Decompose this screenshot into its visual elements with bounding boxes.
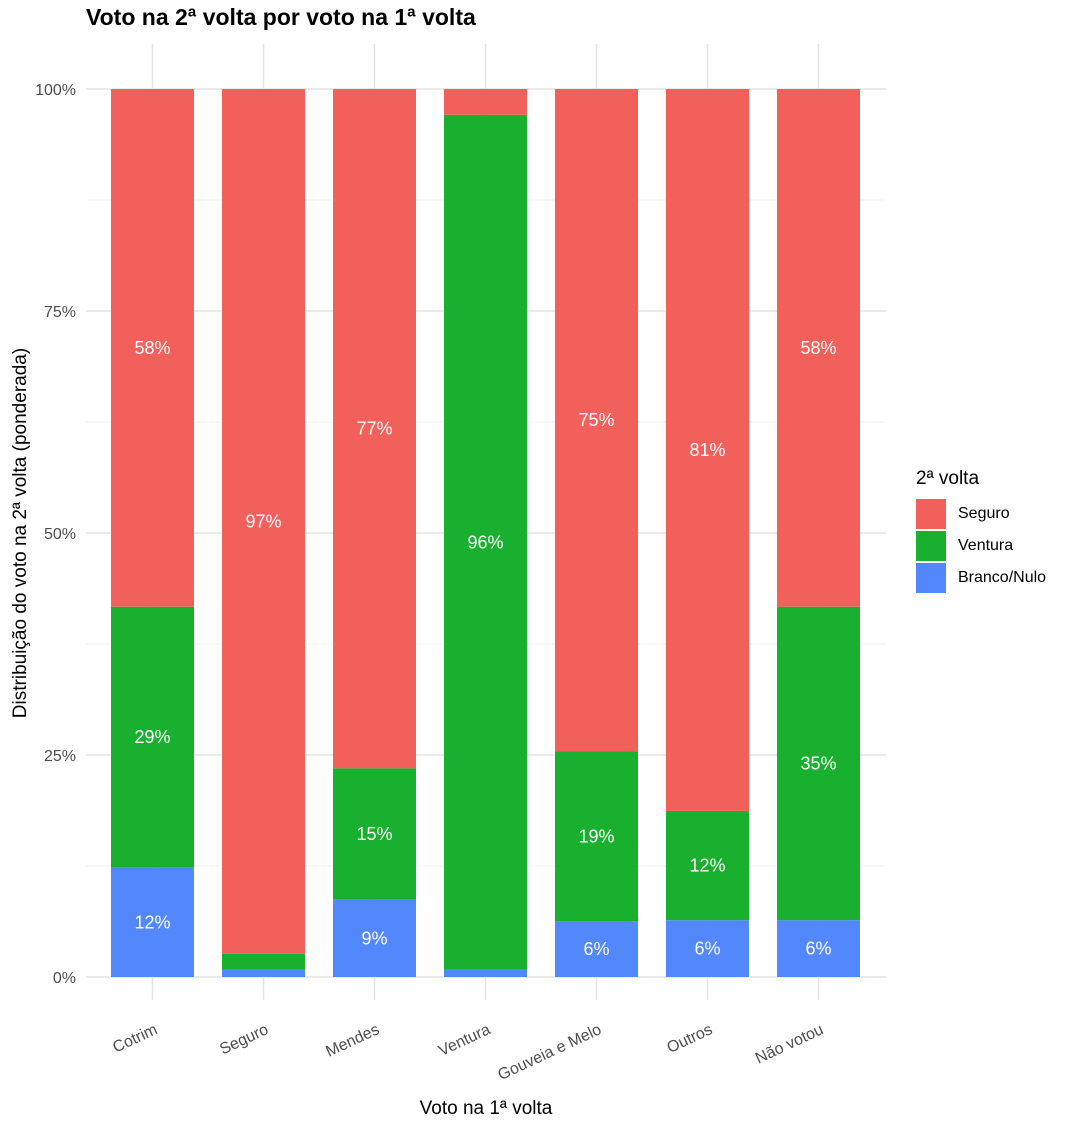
data-label: 19% — [578, 826, 614, 846]
x-tick-label: Outros — [664, 1021, 715, 1057]
bar-branco-nulo — [111, 867, 194, 977]
chart-title: Voto na 2ª volta por voto na 1ª volta — [86, 4, 476, 30]
legend: 2ª volta Seguro Ventura Branco/Nulo — [916, 468, 1046, 594]
data-label: 9% — [361, 928, 387, 948]
bar-ventura — [111, 606, 194, 868]
bar-ventura — [777, 606, 860, 921]
x-tick-label: Não votou — [753, 1021, 826, 1067]
data-labels: 12% 29% 58% 97% 9% 15% 77% 96% 6% 19% 75% 6% 12% 81% 6… — [134, 338, 836, 959]
bar-seguro — [555, 89, 638, 752]
data-label: 35% — [800, 753, 836, 773]
bar-seguro — [666, 89, 749, 811]
bar-branco-nulo — [666, 920, 749, 977]
legend-item-ventura: Ventura — [916, 530, 1046, 562]
data-label: 6% — [805, 939, 831, 959]
bar-seguro — [111, 89, 194, 607]
legend-key-branco-nulo — [916, 563, 946, 593]
data-label: 97% — [245, 511, 281, 531]
y-tick-label: 100% — [35, 82, 76, 99]
bar-ventura — [222, 953, 305, 970]
bar-branco-nulo — [222, 969, 305, 977]
data-label: 6% — [694, 939, 720, 959]
x-tick-label: Mendes — [323, 1021, 382, 1060]
bar-ventura — [444, 114, 527, 970]
data-label: 15% — [356, 824, 392, 844]
bar-branco-nulo — [333, 899, 416, 977]
x-tick-label: Gouveia e Melo — [495, 1021, 604, 1084]
x-tick-label: Seguro — [217, 1021, 271, 1058]
data-label: 6% — [583, 939, 609, 959]
legend-key-ventura — [916, 531, 946, 561]
bar-seguro — [777, 89, 860, 607]
data-label: 96% — [467, 532, 503, 552]
data-label: 29% — [134, 727, 170, 747]
data-label: 77% — [356, 419, 392, 439]
legend-title: 2ª volta — [916, 468, 980, 489]
legend-label: Seguro — [958, 505, 1010, 522]
bar-branco-nulo — [555, 921, 638, 977]
data-label: 58% — [800, 338, 836, 358]
bar-ventura — [666, 810, 749, 921]
bar-seguro — [222, 89, 305, 954]
legend-items: Seguro Ventura Branco/Nulo — [916, 498, 1046, 594]
x-tick-label: Cotrim — [110, 1021, 160, 1056]
x-axis-title: Voto na 1ª volta — [420, 1098, 553, 1119]
y-axis-title: Distribuição do voto na 2ª volta (ponder… — [10, 348, 31, 718]
legend-label: Branco/Nulo — [958, 569, 1047, 586]
legend-key-seguro — [916, 499, 946, 529]
bar-ventura — [555, 751, 638, 922]
data-label: 12% — [689, 856, 725, 876]
y-axis-ticks: 0% 25% 50% 75% 100% — [35, 82, 76, 987]
legend-item-seguro: Seguro — [916, 498, 1046, 530]
legend-item-branco-nulo: Branco/Nulo — [916, 562, 1046, 594]
y-tick-label: 0% — [53, 970, 76, 987]
y-tick-label: 25% — [44, 748, 76, 765]
data-label: 81% — [689, 440, 725, 460]
legend-label: Ventura — [958, 537, 1014, 554]
data-label: 58% — [134, 338, 170, 358]
bar-seguro — [444, 89, 527, 115]
bar-ventura — [333, 768, 416, 900]
data-label: 75% — [578, 410, 614, 430]
bar-seguro — [333, 89, 416, 769]
x-tick-label: Ventura — [436, 1021, 493, 1060]
x-axis-ticks: Cotrim Seguro Mendes Ventura Gouveia e Melo O… — [110, 1021, 826, 1084]
y-tick-label: 75% — [44, 304, 76, 321]
bar-branco-nulo — [777, 920, 860, 977]
bar-branco-nulo — [444, 969, 527, 977]
y-tick-label: 50% — [44, 526, 76, 543]
bars — [111, 89, 860, 977]
data-label: 12% — [134, 912, 170, 932]
